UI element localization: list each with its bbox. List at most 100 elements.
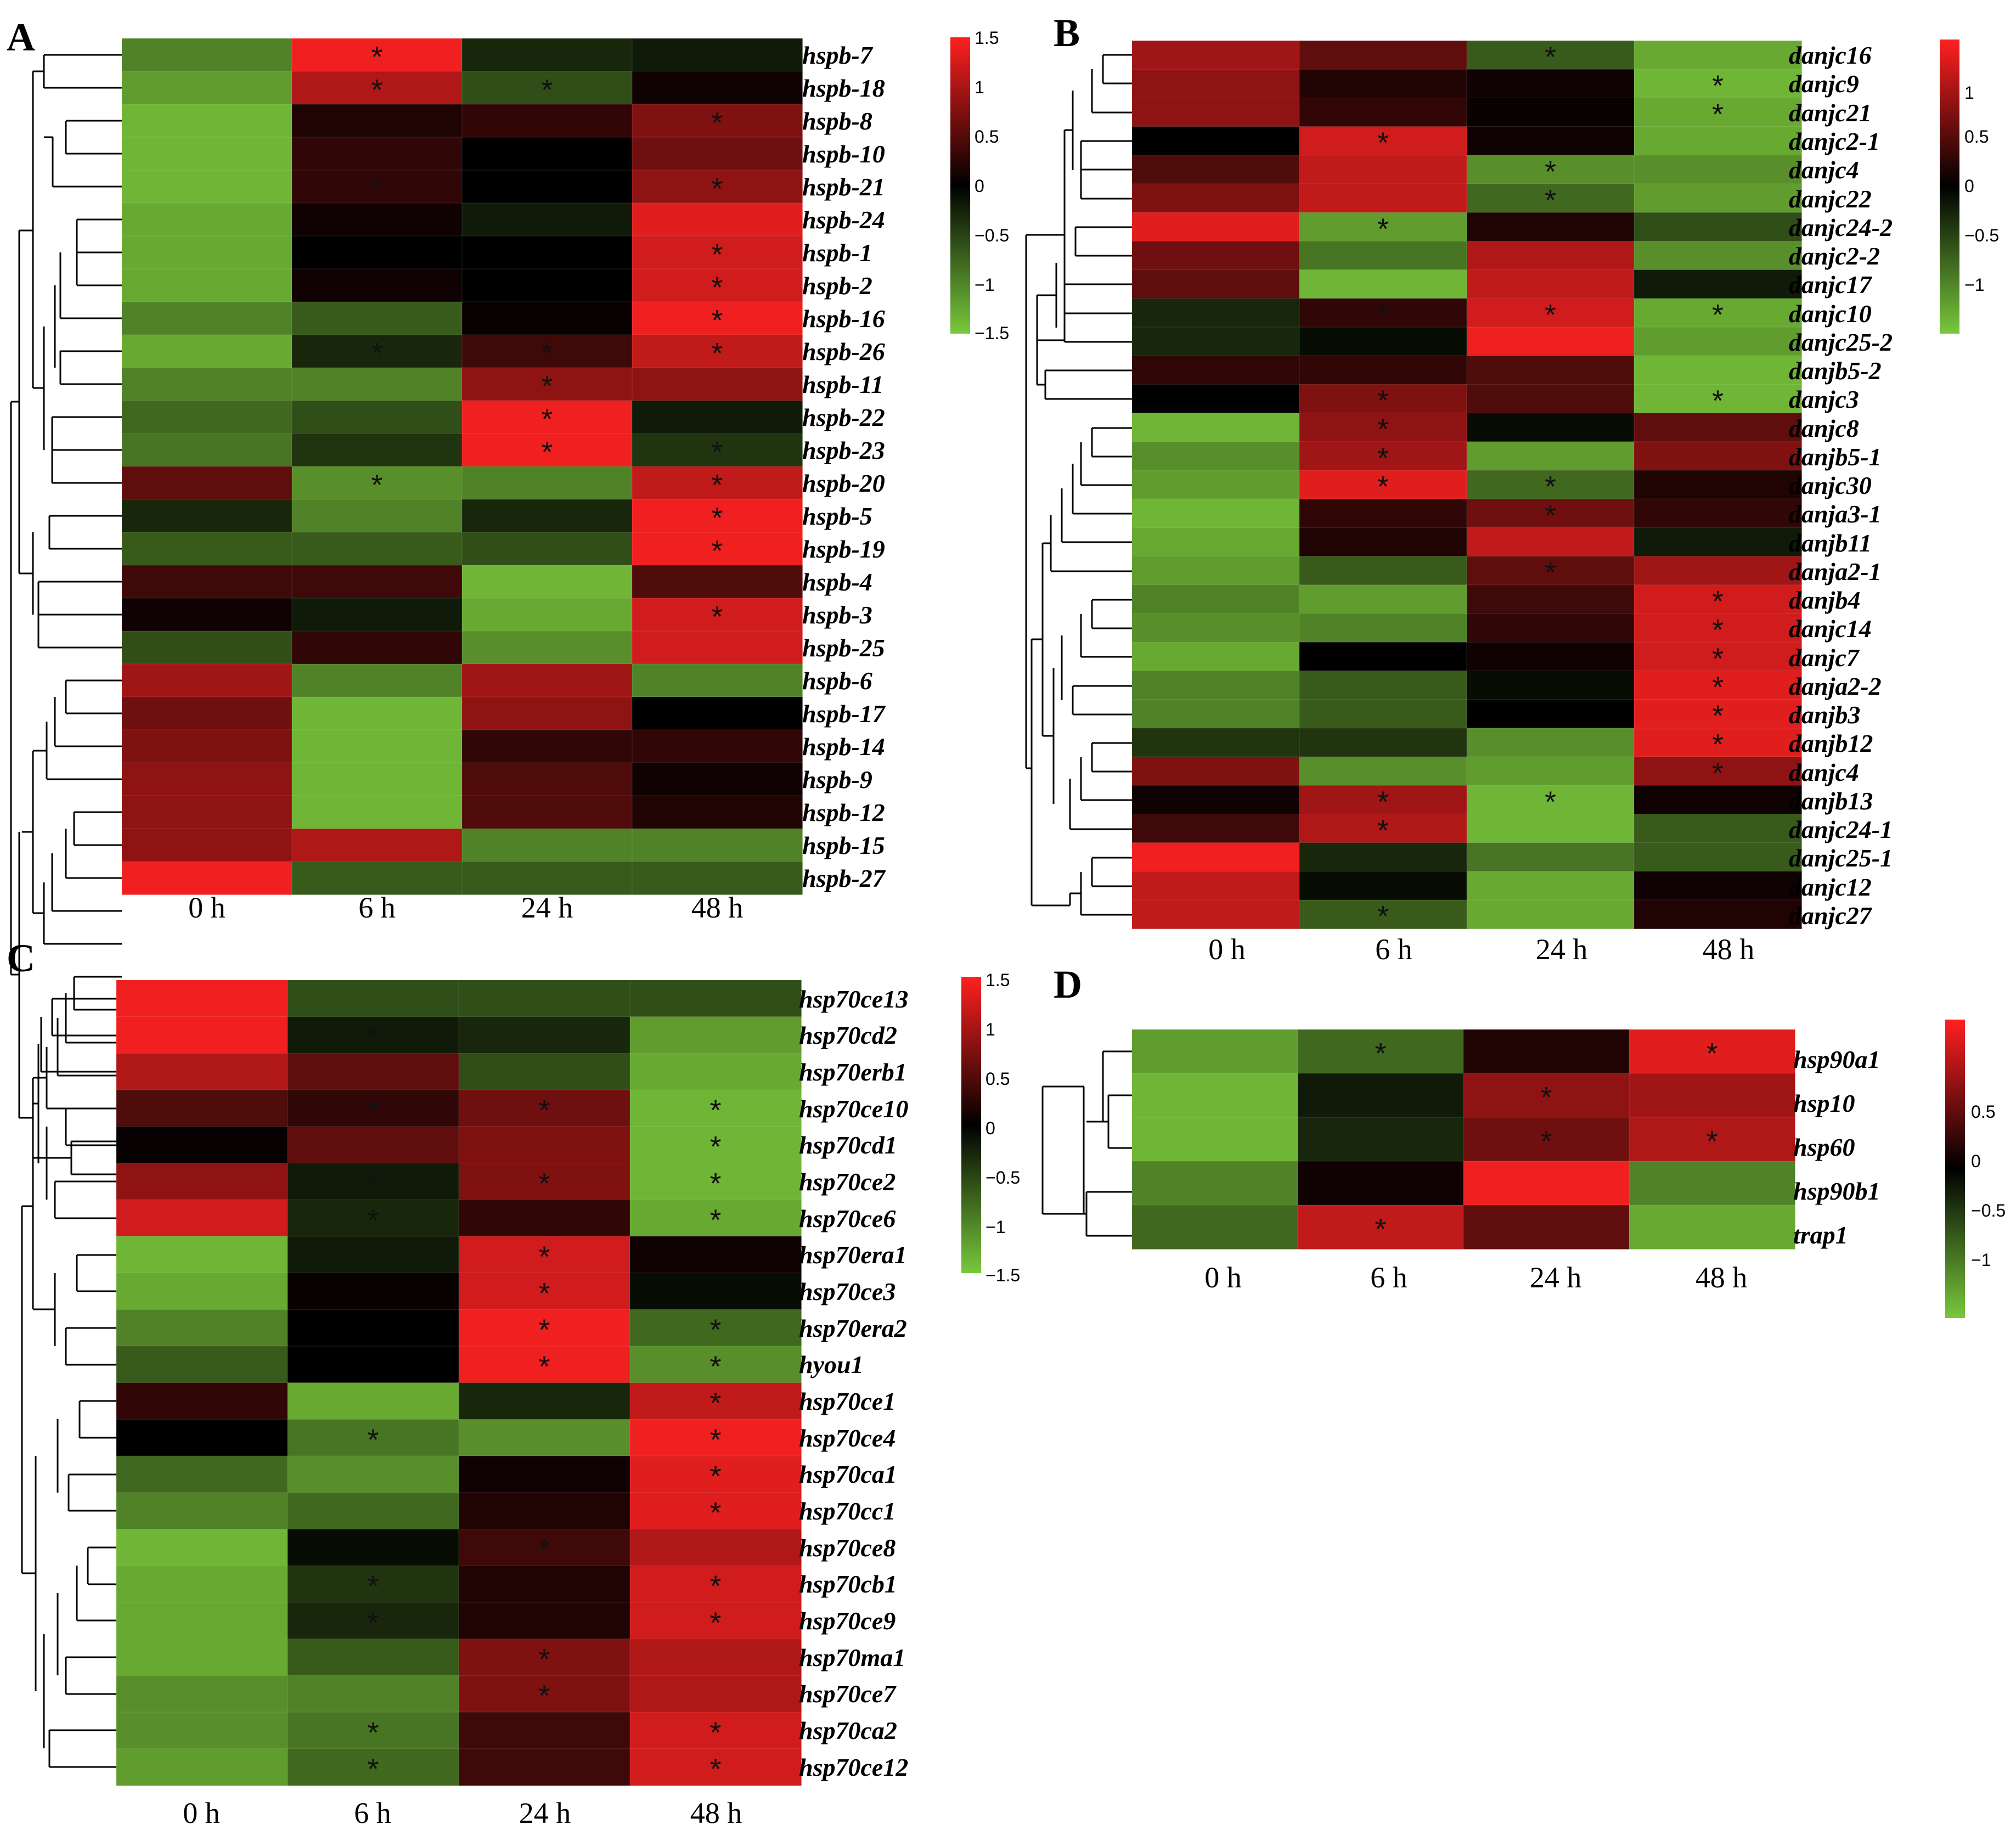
heatmap-cell (291, 762, 463, 797)
gene-label-hsp90a1: hsp90a1 (1793, 1045, 1880, 1073)
heatmap-cell (461, 499, 633, 533)
heatmap-cell (1634, 641, 1803, 672)
heatmap-cell (1131, 413, 1300, 442)
heatmap-cell (1131, 240, 1300, 271)
panel-label-d: D (1054, 963, 1082, 1006)
heatmap-cell (291, 71, 463, 105)
heatmap-cell (1634, 728, 1803, 758)
significance-marker: * (1375, 1213, 1386, 1246)
gene-label-danjc9: danjc9 (1789, 70, 1859, 98)
heatmap-cell (116, 1016, 289, 1054)
heatmap-cell (1131, 40, 1300, 70)
heatmap-cell (1131, 126, 1300, 156)
heatmap-cell (287, 1492, 460, 1530)
colorbar-b (1940, 40, 1959, 334)
heatmap-cell (1299, 527, 1468, 557)
heatmap-cell (1299, 97, 1468, 127)
heatmap-cell (116, 1529, 289, 1567)
significance-marker: * (1712, 757, 1724, 790)
heatmap-cell (1634, 355, 1803, 385)
gene-label-danja3-1: danja3-1 (1789, 500, 1882, 528)
heatmap-cell (632, 235, 803, 270)
heatmap-cell (116, 1382, 289, 1420)
heatmap-cell (629, 1712, 802, 1749)
heatmap-cell (629, 1126, 802, 1164)
heatmap-cell (1299, 40, 1468, 70)
heatmap-cell (116, 1273, 289, 1310)
heatmap-cell (291, 631, 463, 665)
heatmap-cell (1466, 69, 1635, 99)
colorbar-tick: −1 (986, 1217, 1005, 1237)
heatmap-cell (1299, 384, 1468, 414)
heatmap-cell (629, 1309, 802, 1347)
gene-label-hspb-2: hspb-2 (802, 272, 872, 300)
gene-label-danjb3: danjb3 (1789, 701, 1860, 729)
column-label-0h: 0 h (1208, 933, 1246, 966)
heatmap-cell (116, 980, 289, 1017)
heatmap-cell (291, 729, 463, 764)
heatmap-cell (1299, 756, 1468, 786)
heatmap-cell (1131, 498, 1300, 528)
heatmap-cell (1466, 298, 1635, 328)
colorbar-tick: 0 (1964, 176, 1974, 196)
heatmap-cell (461, 235, 633, 270)
heatmap-cell (121, 137, 293, 171)
heatmap-cell (121, 565, 293, 599)
heatmap-cell (632, 828, 803, 863)
significance-marker: * (1545, 299, 1556, 331)
heatmap-cell (461, 598, 633, 632)
gene-label-hspb-14: hspb-14 (802, 733, 885, 761)
heatmap-cell (1299, 470, 1468, 500)
heatmap-cell (121, 301, 293, 336)
gene-label-danja2-1: danja2-1 (1789, 558, 1882, 586)
heatmap-cell (1131, 1161, 1299, 1206)
heatmap-cell (121, 202, 293, 237)
significance-marker: * (709, 1716, 721, 1749)
heatmap-cell (1131, 384, 1300, 414)
heatmap-cell (1299, 240, 1468, 271)
heatmap-cell (1299, 728, 1468, 758)
heatmap-cell (629, 1382, 802, 1420)
gene-label-danjc25-1: danjc25-1 (1789, 844, 1893, 872)
gene-label-hspb-20: hspb-20 (802, 469, 885, 497)
panel-label-a: A (7, 15, 35, 59)
heatmap-cell (1299, 327, 1468, 357)
gene-label-danjc10: danjc10 (1789, 300, 1872, 328)
column-label-6h: 6 h (1375, 933, 1412, 966)
gene-label-danjc14: danjc14 (1789, 615, 1872, 643)
heatmap-cell (1463, 1205, 1630, 1250)
heatmap-cell (1634, 240, 1803, 271)
significance-marker: * (711, 106, 723, 139)
heatmap-cell (291, 466, 463, 500)
heatmap-cell (1629, 1117, 1796, 1162)
gene-label-danjc22: danjc22 (1789, 185, 1872, 213)
heatmap-cell (458, 1492, 631, 1530)
heatmap-cell (1131, 584, 1300, 615)
significance-marker: * (1712, 642, 1724, 675)
heatmap-cell (1634, 40, 1803, 70)
significance-marker: * (1545, 556, 1556, 589)
gene-label-hspb-25: hspb-25 (802, 634, 885, 662)
heatmap-cell (1299, 871, 1468, 901)
significance-marker: * (371, 172, 382, 205)
significance-marker: * (711, 238, 723, 271)
significance-marker: * (1377, 212, 1389, 245)
heatmap-cell (287, 1199, 460, 1237)
heatmap-cell (629, 1565, 802, 1603)
heatmap-cell (121, 861, 293, 896)
gene-label-danjc16: danjc16 (1789, 41, 1872, 69)
heatmap-cell (121, 598, 293, 632)
colorbar-tick: −1.5 (975, 323, 1009, 343)
heatmap-cell (291, 202, 463, 237)
heatmap-cell (116, 1455, 289, 1493)
heatmap-cell (632, 137, 803, 171)
significance-marker: * (711, 469, 723, 502)
significance-marker: * (709, 1130, 721, 1163)
heatmap-cell (1634, 842, 1803, 872)
panel-label-c: C (7, 936, 35, 980)
gene-label-danjc4: danjc4 (1789, 758, 1859, 786)
column-label-0h: 0 h (188, 891, 226, 924)
colorbar-tick: −1 (1964, 275, 1984, 295)
colorbar-tick: 1 (1964, 83, 1974, 103)
